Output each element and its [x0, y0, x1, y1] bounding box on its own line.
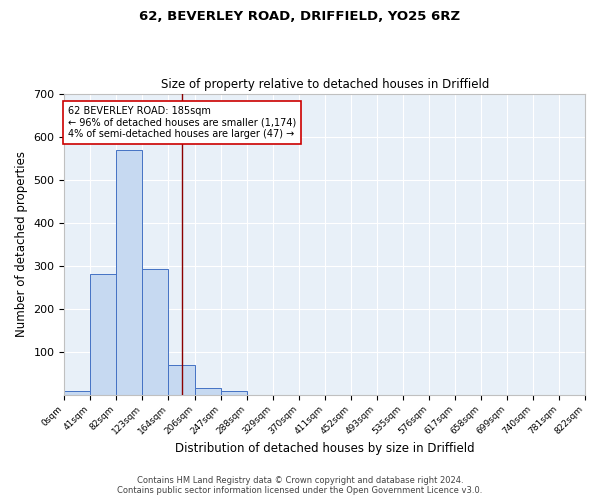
Bar	[64, 391, 91, 394]
Bar	[116, 150, 142, 394]
Bar	[221, 391, 247, 394]
Bar	[142, 270, 168, 394]
Bar	[195, 388, 221, 394]
Title: Size of property relative to detached houses in Driffield: Size of property relative to detached ho…	[161, 78, 489, 91]
Bar	[91, 274, 116, 394]
Text: 62 BEVERLEY ROAD: 185sqm
← 96% of detached houses are smaller (1,174)
4% of semi: 62 BEVERLEY ROAD: 185sqm ← 96% of detach…	[68, 106, 296, 139]
Y-axis label: Number of detached properties: Number of detached properties	[15, 151, 28, 337]
Text: 62, BEVERLEY ROAD, DRIFFIELD, YO25 6RZ: 62, BEVERLEY ROAD, DRIFFIELD, YO25 6RZ	[139, 10, 461, 23]
Bar	[168, 364, 195, 394]
Text: Contains HM Land Registry data © Crown copyright and database right 2024.
Contai: Contains HM Land Registry data © Crown c…	[118, 476, 482, 495]
X-axis label: Distribution of detached houses by size in Driffield: Distribution of detached houses by size …	[175, 442, 475, 455]
